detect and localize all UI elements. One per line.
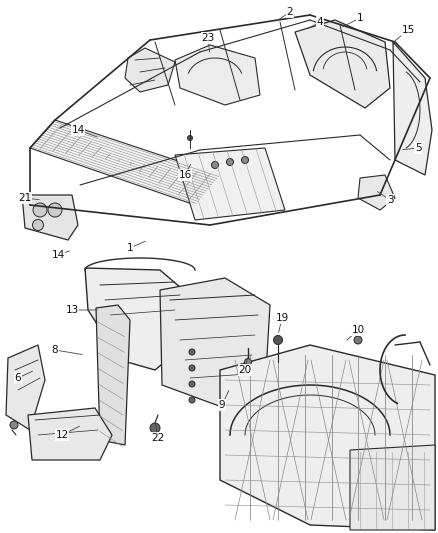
Circle shape	[189, 397, 195, 403]
Polygon shape	[393, 42, 432, 175]
Circle shape	[244, 359, 251, 366]
Circle shape	[189, 365, 195, 371]
Circle shape	[189, 381, 195, 387]
Polygon shape	[350, 445, 435, 530]
Polygon shape	[22, 195, 78, 240]
Circle shape	[273, 335, 283, 344]
Text: 2: 2	[287, 7, 293, 17]
Circle shape	[187, 135, 192, 141]
Polygon shape	[96, 305, 130, 445]
Polygon shape	[175, 148, 285, 220]
Circle shape	[226, 158, 233, 166]
Text: 4: 4	[317, 17, 323, 27]
Circle shape	[150, 423, 160, 433]
Polygon shape	[6, 345, 45, 430]
Circle shape	[10, 421, 18, 429]
Polygon shape	[125, 48, 175, 92]
Polygon shape	[160, 278, 270, 410]
Text: 9: 9	[219, 400, 225, 410]
Circle shape	[189, 349, 195, 355]
Polygon shape	[220, 345, 435, 530]
Text: 1: 1	[357, 13, 363, 23]
Polygon shape	[30, 120, 220, 205]
Text: 19: 19	[276, 313, 289, 323]
Text: 14: 14	[51, 250, 65, 260]
Text: 20: 20	[238, 365, 251, 375]
Text: 3: 3	[387, 195, 393, 205]
Circle shape	[32, 220, 43, 230]
Circle shape	[241, 157, 248, 164]
Polygon shape	[295, 20, 390, 108]
Text: 23: 23	[201, 33, 215, 43]
Polygon shape	[175, 45, 260, 105]
Text: 10: 10	[351, 325, 364, 335]
Polygon shape	[358, 175, 395, 210]
Text: 13: 13	[65, 305, 79, 315]
Circle shape	[354, 336, 362, 344]
Text: 16: 16	[178, 170, 192, 180]
Circle shape	[33, 203, 47, 217]
Circle shape	[212, 161, 219, 168]
Text: 14: 14	[71, 125, 85, 135]
Polygon shape	[28, 408, 112, 460]
Text: 6: 6	[15, 373, 21, 383]
Text: 1: 1	[127, 243, 133, 253]
Text: 22: 22	[152, 433, 165, 443]
Text: 12: 12	[55, 430, 69, 440]
Circle shape	[48, 203, 62, 217]
Text: 5: 5	[415, 143, 421, 153]
Text: 21: 21	[18, 193, 32, 203]
Text: 8: 8	[52, 345, 58, 355]
Polygon shape	[85, 268, 195, 370]
Text: 15: 15	[401, 25, 415, 35]
